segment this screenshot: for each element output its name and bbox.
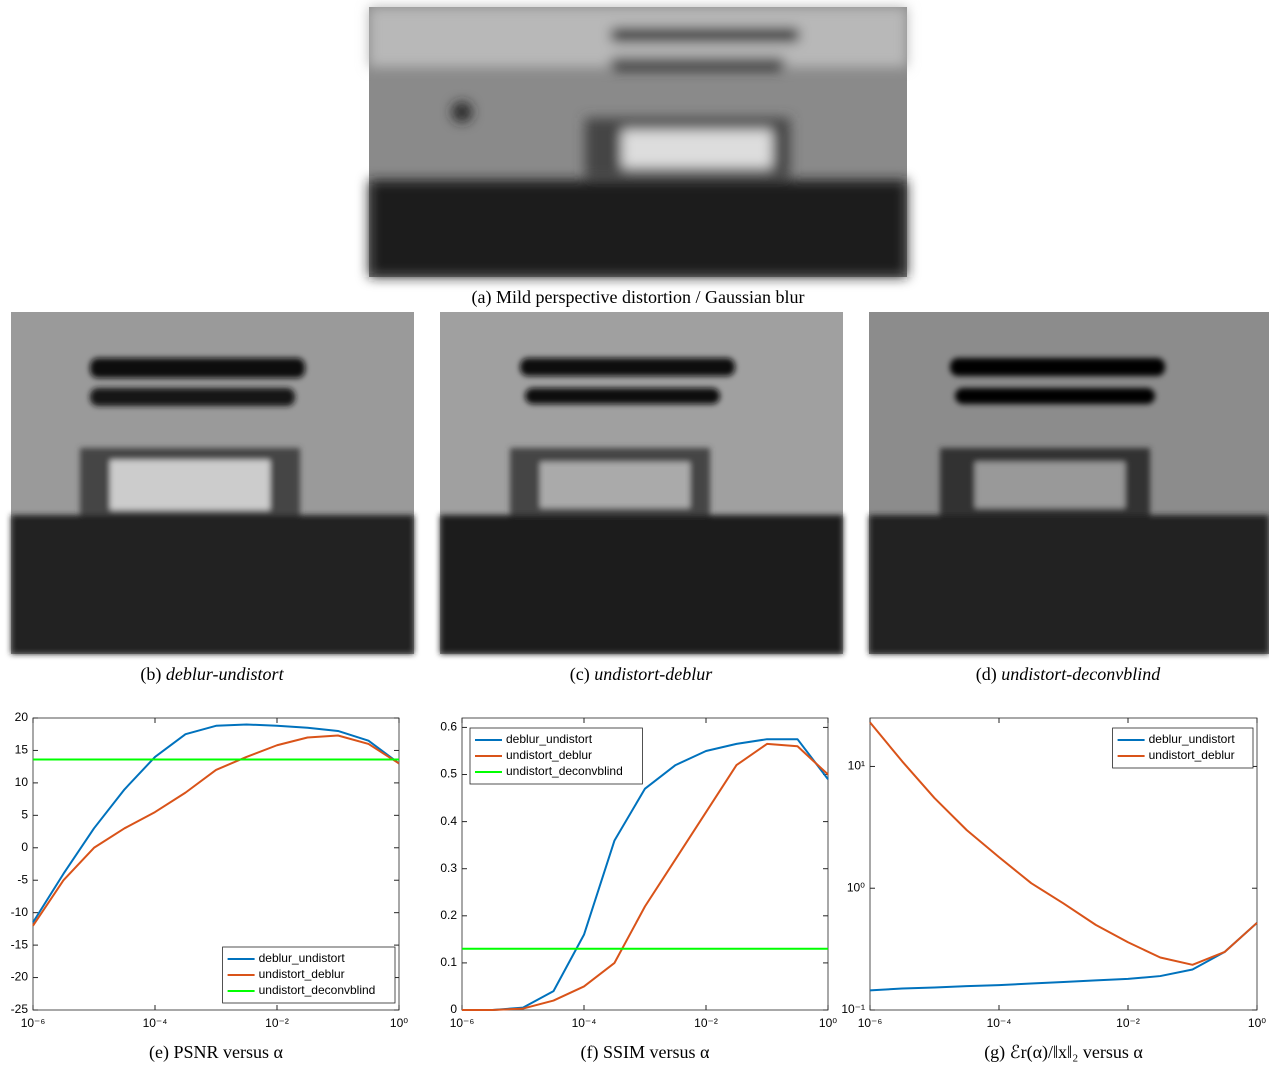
x-tick-label: 10⁻⁴ [987, 1016, 1012, 1030]
legend-label: undistort_deconvblind [506, 764, 623, 778]
x-tick-label: 10⁻⁶ [450, 1016, 475, 1030]
legend-label: undistort_deblur [506, 748, 592, 762]
y-tick-label: 0.2 [440, 908, 457, 922]
y-tick-label: 10 [15, 775, 29, 789]
y-tick-label: 0 [450, 1002, 457, 1016]
y-tick-label: 0.6 [440, 720, 457, 734]
y-tick-label: -15 [11, 937, 29, 951]
series-line [462, 742, 829, 1011]
series-line [869, 922, 1258, 992]
x-tick-label: 10⁻⁶ [858, 1016, 883, 1030]
chart-caption: (g) ℰr(α)/‖x‖₂ versus α [984, 1042, 1143, 1063]
image-d [869, 312, 1269, 654]
legend-label: undistort_deblur [1149, 748, 1235, 762]
x-tick-label: 10⁻² [1116, 1016, 1140, 1030]
x-tick-label: 10⁻⁶ [21, 1016, 46, 1030]
x-tick-label: 10⁰ [819, 1016, 837, 1030]
chart-caption: (f) SSIM versus α [581, 1042, 710, 1063]
y-tick-label: 0 [21, 840, 28, 854]
y-tick-label: -5 [17, 872, 28, 886]
legend-label: undistort_deconvblind [259, 983, 376, 997]
legend-label: deblur_undistort [1149, 732, 1236, 746]
legend-box [1112, 727, 1254, 769]
y-tick-label: 0.5 [440, 767, 457, 781]
y-tick-label: 10⁰ [847, 880, 865, 894]
chart-caption: (e) PSNR versus α [149, 1042, 283, 1063]
x-tick-label: 10⁻² [694, 1016, 718, 1030]
caption-label: (c) [570, 664, 590, 685]
x-tick-label: 10⁻² [265, 1016, 289, 1030]
y-tick-label: 0.3 [440, 861, 457, 875]
caption-name: undistort-deconvblind [1001, 664, 1161, 684]
y-tick-label: 15 [15, 743, 29, 757]
y-tick-label: 5 [21, 808, 28, 822]
x-tick-label: 10⁰ [1248, 1016, 1266, 1030]
legend-label: deblur_undistort [259, 951, 346, 965]
caption: (b) deblur-undistort [140, 664, 284, 685]
y-tick-label: 20 [15, 710, 29, 724]
image-b [11, 312, 414, 654]
series-line [32, 734, 400, 927]
legend-label: undistort_deblur [259, 967, 345, 981]
caption: (c) undistort-deblur [570, 664, 713, 685]
caption-label: (d) [976, 664, 997, 685]
caption-label: (b) [140, 664, 161, 685]
y-tick-label: 0.1 [440, 955, 457, 969]
legend-label: deblur_undistort [506, 732, 593, 746]
y-tick-label: -20 [11, 970, 29, 984]
series-line [869, 721, 1258, 966]
x-tick-label: 10⁻⁴ [572, 1016, 597, 1030]
y-tick-label: 10¹ [848, 759, 865, 773]
image-c [440, 312, 843, 654]
image-a [369, 7, 907, 277]
x-tick-label: 10⁻⁴ [143, 1016, 168, 1030]
caption-name: undistort-deblur [594, 664, 713, 684]
caption: (a) Mild perspective distortion / Gaussi… [472, 287, 805, 308]
y-tick-label: -25 [11, 1002, 29, 1016]
y-tick-label: 10⁻¹ [841, 1002, 865, 1016]
y-tick-label: 0.4 [440, 814, 457, 828]
series-line [32, 723, 400, 923]
caption: (d) undistort-deconvblind [976, 664, 1161, 685]
x-tick-label: 10⁰ [390, 1016, 408, 1030]
y-tick-label: -10 [11, 905, 29, 919]
caption-name: deblur-undistort [166, 664, 285, 684]
